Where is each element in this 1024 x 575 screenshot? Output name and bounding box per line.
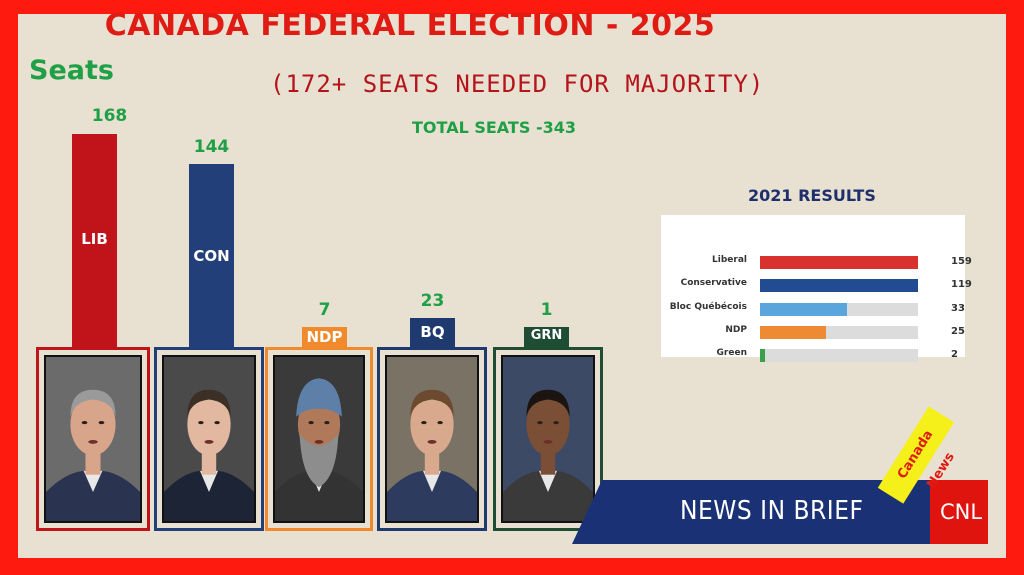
seat-bar-grn: [524, 327, 569, 347]
portrait-icon: [273, 355, 365, 523]
seat-bar-con: [189, 164, 234, 347]
results-2021-bar-track: [760, 256, 918, 269]
results-2021-title: 2021 RESULTS: [748, 186, 876, 205]
portrait-icon: [501, 355, 595, 523]
results-2021-row: Conservative: [661, 277, 923, 293]
results-2021-value-panel: [923, 215, 965, 357]
results-2021-value-label: 33: [951, 303, 965, 314]
total-seats-note: TOTAL SEATS -343: [412, 118, 576, 137]
results-2021-party-label: Bloc Québécois: [669, 302, 747, 312]
seat-bar-label-ndp: NDP: [306, 328, 343, 346]
seat-bar-value-lib: 168: [91, 106, 128, 126]
results-2021-row: Bloc Québécois: [661, 301, 923, 317]
results-2021-row: Liberal: [661, 254, 923, 270]
seat-bar-lib: [72, 134, 117, 347]
portrait-icon: [44, 355, 142, 523]
results-2021-bar-track: [760, 303, 918, 316]
seats-axis-label: Seats: [29, 55, 114, 86]
results-2021-value-label: 2: [951, 349, 958, 360]
seat-bar-value-ndp: 7: [318, 300, 331, 320]
results-2021-bar-track: [760, 279, 918, 292]
results-2021-value-label: 119: [951, 279, 972, 290]
brand-logo: CNL: [940, 500, 983, 524]
portrait-frame-ndp: [265, 347, 373, 531]
results-2021-bar: [760, 256, 918, 269]
results-2021-row: NDP: [661, 324, 923, 340]
results-2021-party-label: NDP: [725, 325, 747, 335]
results-2021-party-label: Green: [716, 348, 747, 358]
portrait-frame-grn: [493, 347, 603, 531]
seat-bar-label-lib: LIB: [81, 229, 108, 248]
majority-note: (172+ SEATS NEEDED FOR MAJORITY): [270, 70, 765, 98]
news-banner: [572, 480, 932, 544]
results-2021-bar: [760, 349, 766, 362]
results-2021-chart: Liberal Conservative Bloc Québécois NDP Gree…: [661, 215, 923, 362]
portrait-frame-lib: [36, 347, 150, 531]
results-2021-bar: [760, 326, 826, 339]
portrait-frame-con: [154, 347, 264, 531]
results-2021-bar: [760, 279, 918, 292]
results-2021-party-label: Conservative: [680, 278, 747, 288]
seat-bar-ndp: [302, 327, 347, 347]
results-2021-party-label: Liberal: [712, 255, 747, 265]
results-2021-bar-track: [760, 326, 918, 339]
seat-bar-label-grn: GRN: [530, 328, 563, 343]
seat-bar-value-grn: 1: [540, 300, 553, 320]
results-2021-bar-track: [760, 349, 918, 362]
results-2021-bar: [760, 303, 847, 316]
page-title: CANADA FEDERAL ELECTION - 2025: [104, 8, 716, 43]
seat-bar-value-con: 144: [193, 137, 230, 158]
seat-bar-bq: [410, 317, 455, 347]
results-2021-row: Green: [661, 347, 923, 363]
results-2021-value-label: 25: [951, 326, 965, 337]
seat-bar-label-con: CON: [193, 246, 230, 265]
portrait-frame-bq: [377, 347, 487, 531]
portrait-icon: [385, 355, 479, 523]
seat-bar-label-bq: BQ: [420, 323, 445, 342]
seat-bar-value-bq: 23: [420, 290, 445, 311]
news-banner-text: NEWS IN BRIEF: [680, 496, 864, 526]
portrait-icon: [162, 355, 256, 523]
results-2021-value-label: 159: [951, 256, 972, 267]
